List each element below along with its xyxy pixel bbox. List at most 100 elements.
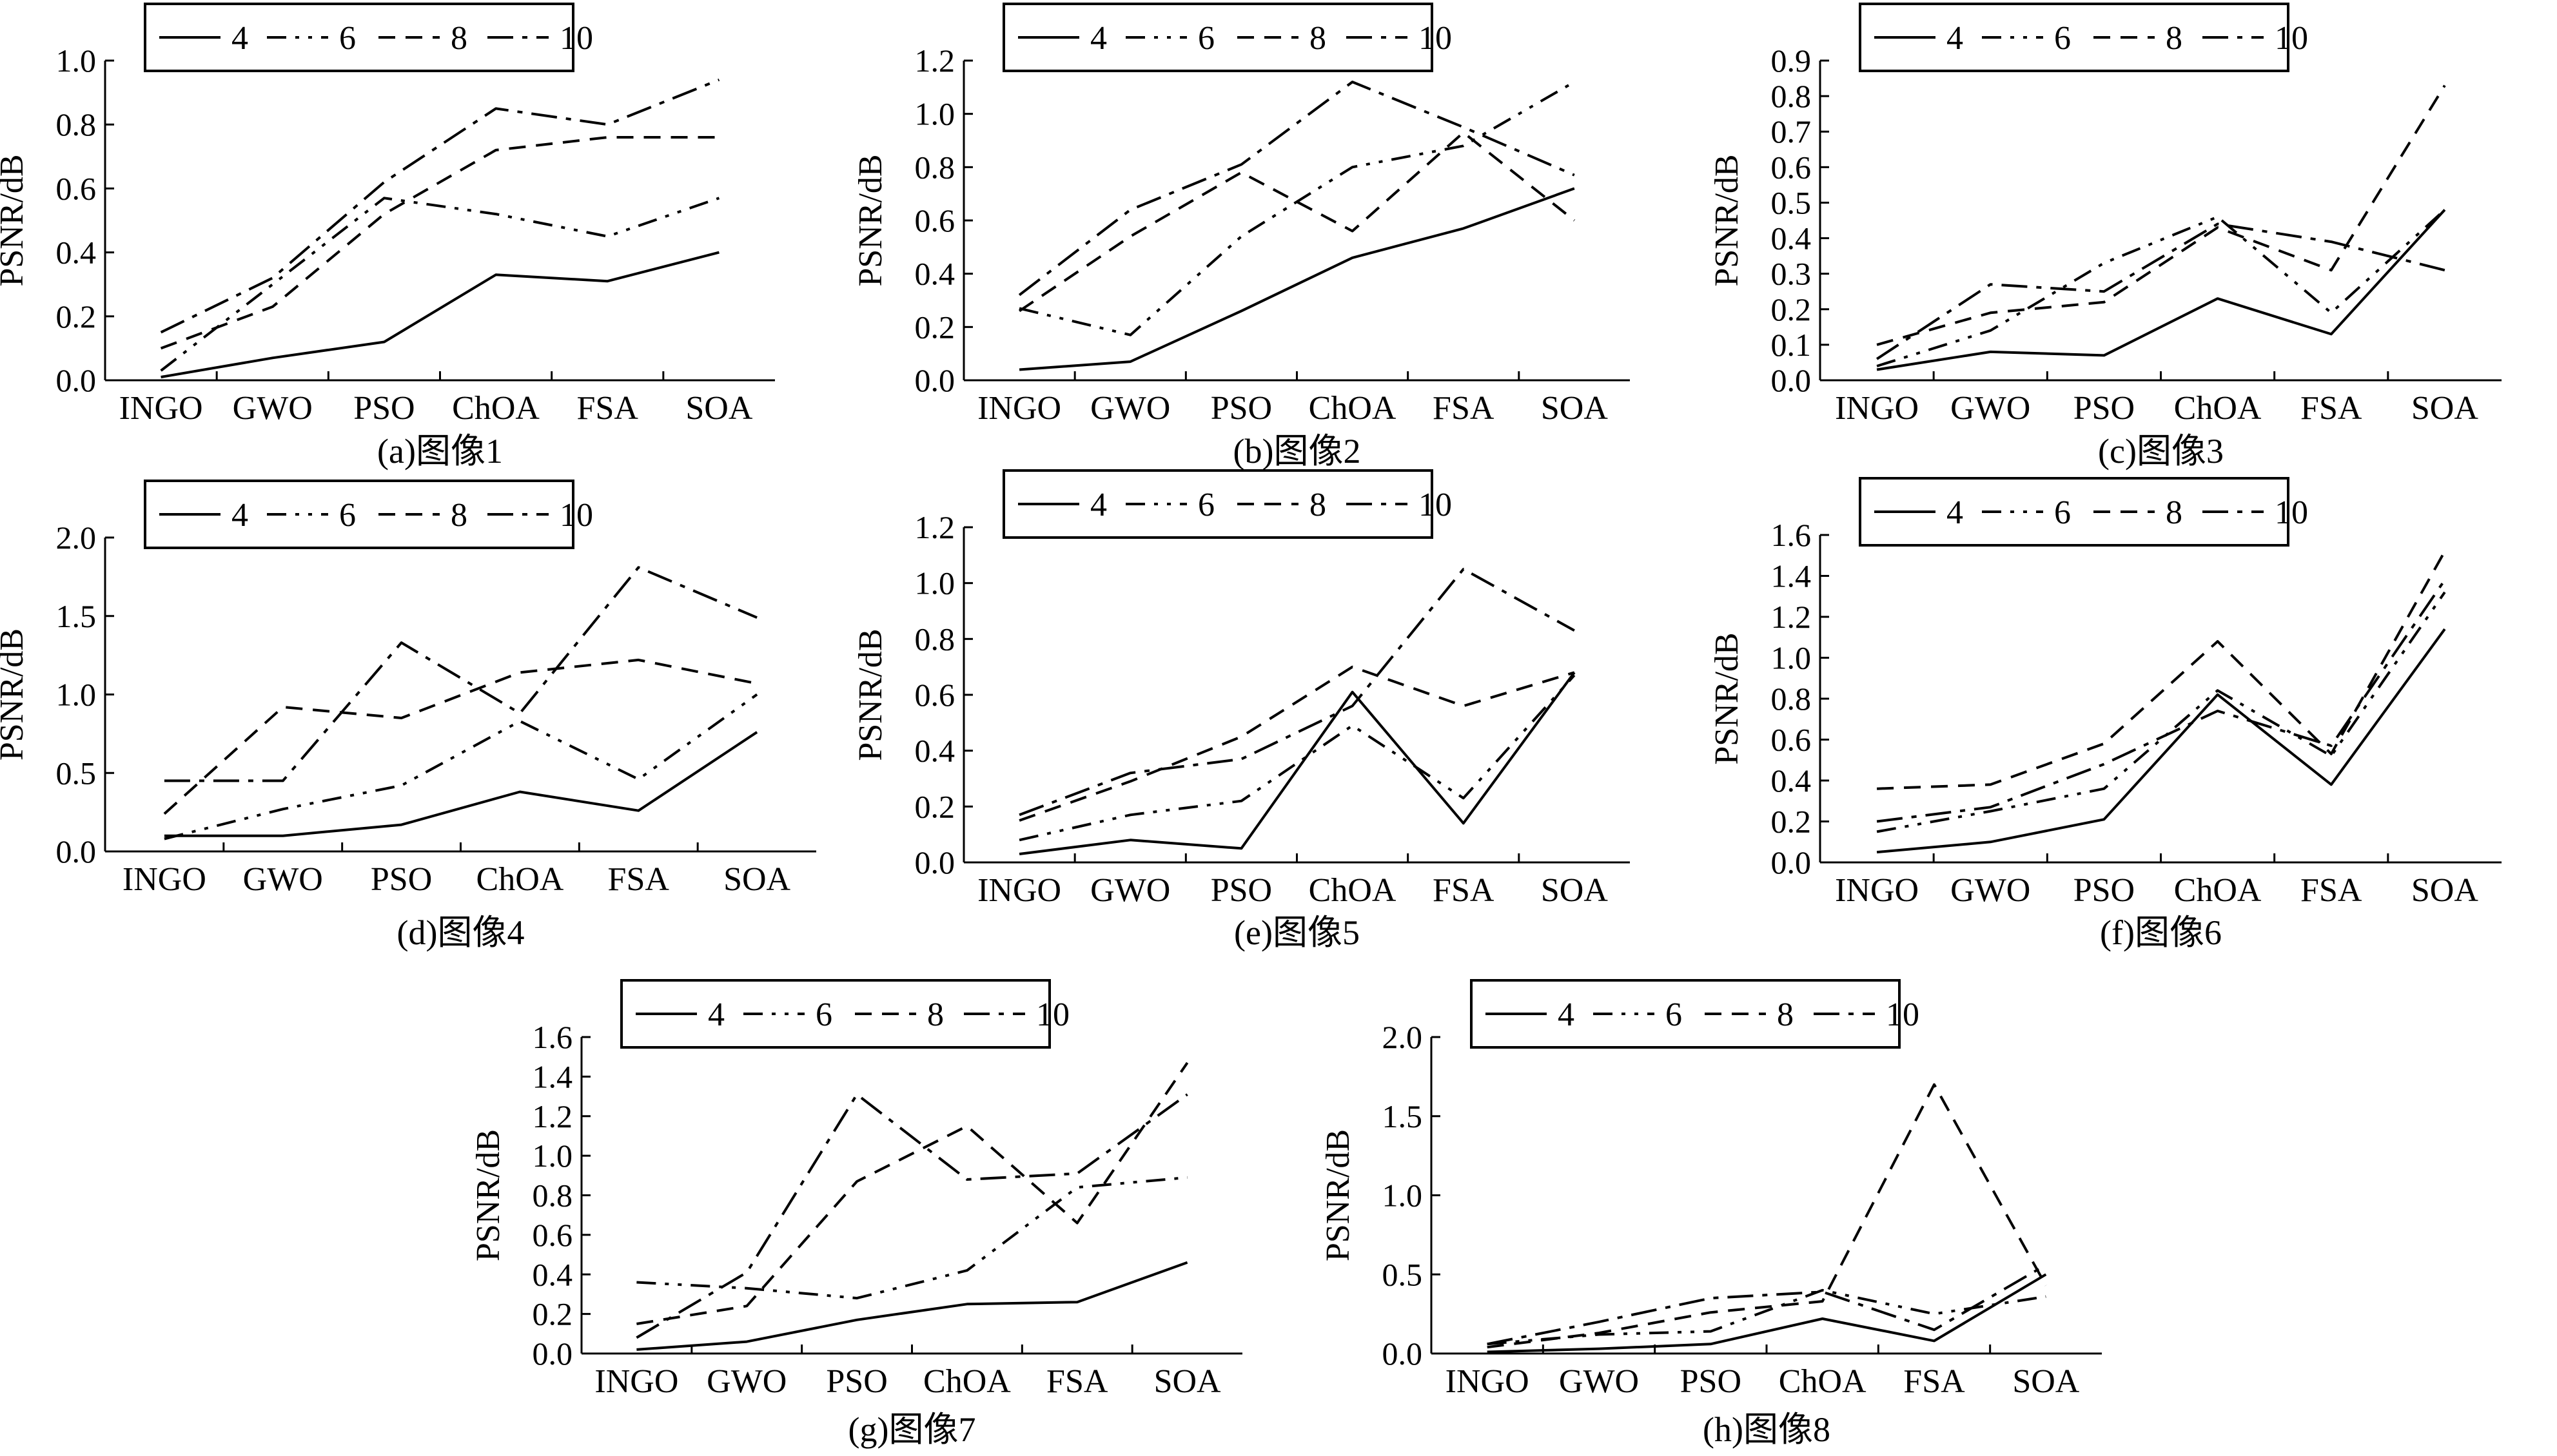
x-tick-label: ChOA [452,390,540,427]
panel-caption: (a)图像1 [377,432,503,471]
y-tick-label: 0.0 [533,1335,573,1372]
legend-label-10: 10 [1418,487,1452,523]
x-tick-label: ChOA [923,1363,1011,1400]
y-tick-label: 2.0 [1382,1019,1423,1055]
legend-label-10: 10 [2275,494,2308,531]
panel-caption: (f)图像6 [2100,913,2222,952]
x-tick-label: FSA [608,861,670,898]
x-tick-label: INGO [1835,872,1919,909]
y-tick-label: 0.8 [1771,78,1812,114]
panel-caption: (g)图像7 [848,1410,976,1449]
legend-label-10: 10 [1418,20,1452,57]
chart-panel-5: 0.0 0.2 0.4 0.6 0.8 1.0 1.2 INGO GWO PSO ChOA FSA SO… [852,469,1630,952]
legend-label-10: 10 [2275,20,2308,57]
y-tick-label: 0.0 [1771,844,1812,880]
x-tick-label: GWO [1090,872,1170,909]
legend-label-4: 4 [231,20,248,57]
x-tick-label: INGO [977,390,1061,427]
series-line-8 [1487,1083,2048,1349]
x-tick-label: FSA [2300,390,2362,427]
legend-label-4: 4 [1946,20,1963,57]
x-tick-label: GWO [1950,872,2030,909]
y-axis-label: PSNR/dB [1709,632,1745,764]
y-axis-label: PSNR/dB [1709,154,1745,286]
chart-panel-4: 0.0 0.5 1.0 1.5 2.0 INGO GWO PSO ChOA FSA SOA PSNR/… [0,480,816,952]
x-tick-label: GWO [1559,1363,1639,1400]
series-line-6 [1019,81,1575,336]
y-axis-label: PSNR/dB [852,628,889,761]
x-tick-label: INGO [977,872,1061,909]
x-tick-label: FSA [577,390,639,427]
legend-label-8: 8 [451,20,467,57]
legend-label-8: 8 [1777,996,1794,1033]
legend-label-8: 8 [1309,20,1326,57]
legend-label-6: 6 [2054,20,2071,57]
x-tick-label: FSA [2300,872,2362,909]
y-tick-label: 0.4 [56,235,97,271]
x-tick-label: GWO [1950,390,2030,427]
y-tick-label: 0.0 [1771,362,1812,398]
legend-label-6: 6 [816,996,832,1033]
y-tick-label: 0.0 [56,833,97,869]
x-tick-label: SOA [1541,872,1608,909]
y-tick-label: 1.0 [915,96,955,132]
series-line-10 [1487,1263,2047,1346]
y-tick-label: 0.4 [1771,762,1812,799]
y-axis-label: PSNR/dB [1320,1129,1357,1261]
chart-panel-1: 0.0 0.2 0.4 0.6 0.8 1.0 INGO GWO PSO ChOA FSA SOA PS… [0,3,775,471]
y-tick-label: 1.6 [533,1019,573,1055]
chart-panel-8: 0.0 0.5 1.0 1.5 2.0 INGO GWO PSO ChOA FSA SOA PSNR/… [1320,979,2102,1449]
series-line-6 [1019,674,1576,842]
series-line-4 [1876,209,2446,371]
series-line-8 [1019,665,1575,822]
x-tick-label: GWO [243,861,323,898]
chart-panel-3: 0.00.10.20.30.40.50.60.70.80.9 INGO GWO PSO… [1709,3,2502,471]
series-line-6 [1876,209,2446,367]
y-axis-label: PSNR/dB [0,154,30,286]
y-tick-label: 1.2 [1771,599,1812,635]
series-line-10 [164,566,758,782]
y-tick-label: 1.0 [56,677,97,713]
y-tick-label: 0.6 [1771,722,1812,758]
legend-label-6: 6 [339,20,356,57]
series-line-4 [164,731,758,837]
legend-label-4: 4 [1090,487,1107,523]
series-line-8 [1877,550,2446,790]
y-tick-label: 0.0 [56,362,97,398]
x-tick-label: INGO [1835,390,1919,427]
legend-label-4: 4 [708,996,725,1033]
x-tick-label: FSA [1433,872,1494,909]
series-line-10 [160,78,720,334]
y-tick-label: 1.0 [1382,1178,1423,1214]
series-line-8 [160,136,720,350]
x-tick-label: FSA [1433,390,1494,427]
series-line-10 [1876,222,2445,360]
y-axis-label: PSNR/dB [852,154,889,286]
x-tick-label: INGO [122,861,206,898]
y-tick-label: 0.2 [1771,804,1812,840]
x-tick-label: PSO [2073,872,2135,909]
x-tick-label: SOA [723,861,790,898]
legend-label-4: 4 [231,497,248,534]
legend-label-10: 10 [1036,996,1070,1033]
y-tick-label: 0.4 [915,256,955,292]
y-tick-label: 1.0 [533,1138,573,1174]
y-axis-label: PSNR/dB [0,628,30,761]
x-tick-label: GWO [1090,390,1170,427]
y-tick-label: 1.4 [1771,558,1812,594]
series-line-6 [164,693,758,840]
chart-panel-6: 0.0 0.2 0.4 0.6 0.8 1.0 1.2 1.4 1.6 INGO GWO PSO ChO… [1709,477,2502,952]
y-tick-label: 1.5 [56,598,97,634]
x-tick-label: SOA [1154,1363,1221,1400]
y-axis-label: PSNR/dB [470,1129,507,1261]
series-line-10 [1018,81,1575,296]
legend-label-6: 6 [1665,996,1682,1033]
chart-panel-7: 0.00.2 0.40.60.8 1.0 1.2 1.41.6 INGO GWO PSO ChO… [470,979,1242,1449]
y-tick-label: 0.2 [915,309,955,345]
legend-label-6: 6 [1198,487,1215,523]
panel-caption: (e)图像5 [1234,913,1360,952]
y-tick-label: 0.3 [1771,256,1812,292]
y-tick-label: 0.5 [1771,184,1812,220]
legend-label-4: 4 [1090,20,1107,57]
